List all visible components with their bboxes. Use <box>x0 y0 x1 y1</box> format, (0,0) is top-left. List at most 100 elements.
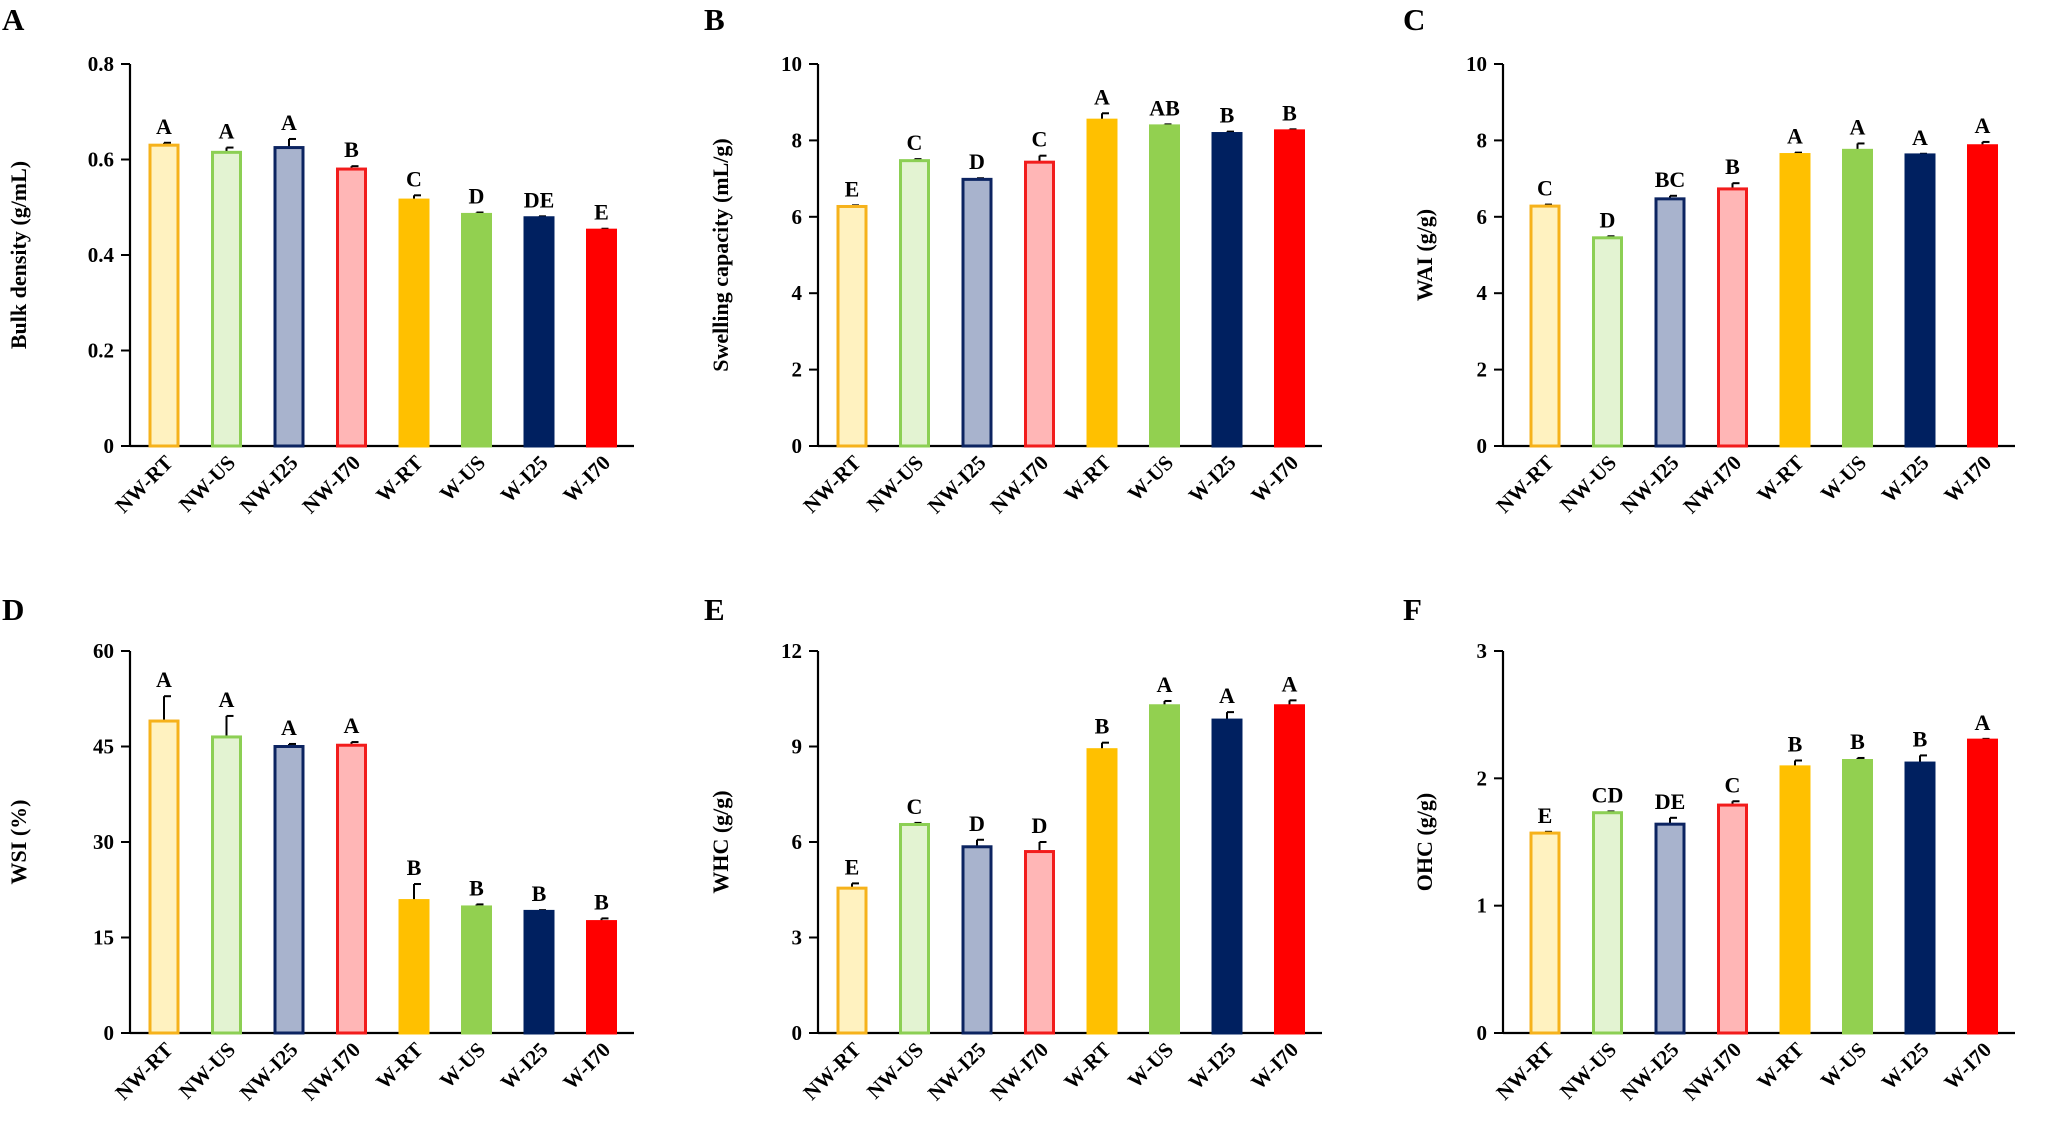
x-category-label: NW-I25 <box>1616 451 1684 519</box>
significance-label: E <box>1538 803 1553 828</box>
x-category-label: NW-I70 <box>297 1038 365 1106</box>
bar-w-i25 <box>1211 718 1243 1035</box>
significance-label: C <box>907 794 923 819</box>
bar-nw-i70 <box>1024 850 1055 1035</box>
bar-nw-rt <box>1529 204 1561 448</box>
bar-w-us <box>1149 124 1180 448</box>
x-category-label: W-I70 <box>1246 1038 1303 1095</box>
y-axis-title: Swelling capacity (mL/g) <box>708 138 733 371</box>
significance-label: DE <box>1655 789 1686 814</box>
bar-nw-us <box>899 159 930 448</box>
panel-letter: E <box>704 592 725 627</box>
x-category-label: W-US <box>435 1038 490 1093</box>
bar-nw-us <box>1592 811 1623 1035</box>
x-category-label: NW-US <box>174 451 240 517</box>
significance-label: C <box>1537 176 1553 201</box>
x-category-label: W-I70 <box>558 1038 615 1095</box>
panel-letter: A <box>2 2 25 37</box>
significance-label: A <box>1787 124 1803 149</box>
bar-nw-rt <box>1529 831 1561 1035</box>
bar-w-i70 <box>586 228 617 448</box>
x-category-label: W-I25 <box>1184 451 1241 508</box>
significance-label: E <box>845 176 860 201</box>
y-tick-label: 6 <box>792 205 803 229</box>
y-tick-label: 2 <box>1477 766 1488 790</box>
bar-nw-i25 <box>961 177 993 448</box>
y-tick-label: 0 <box>1477 1021 1488 1045</box>
y-axis-title: Bulk density (g/mL) <box>6 161 31 349</box>
bar-nw-rt <box>148 719 180 1035</box>
significance-label: C <box>1032 127 1048 152</box>
significance-label: A <box>1219 683 1235 708</box>
significance-label: C <box>1725 772 1741 797</box>
significance-label: A <box>219 687 235 712</box>
bar-nw-us <box>1592 236 1623 448</box>
x-category-label: NW-US <box>862 451 928 517</box>
x-category-label: W-US <box>1816 1038 1871 1093</box>
significance-label: B <box>1788 732 1803 757</box>
bar-nw-i70 <box>336 743 367 1035</box>
x-category-label: NW-US <box>862 1038 928 1104</box>
bar-nw-i70 <box>1717 803 1748 1035</box>
x-category-label: NW-I70 <box>1678 451 1746 519</box>
significance-label: A <box>281 715 297 740</box>
x-category-label: NW-I25 <box>923 451 991 519</box>
significance-label: B <box>1913 726 1928 751</box>
bar-nw-us <box>211 735 242 1035</box>
x-category-label: W-US <box>1123 1038 1178 1093</box>
x-category-label: NW-I70 <box>985 1038 1053 1106</box>
y-tick-label: 0 <box>104 1021 115 1045</box>
significance-label: B <box>1282 100 1297 125</box>
significance-label: D <box>1600 207 1616 232</box>
significance-label: B <box>1220 103 1235 128</box>
x-category-label: NW-I25 <box>1616 1038 1684 1106</box>
significance-label: E <box>845 854 860 879</box>
x-category-label: NW-RT <box>798 1038 865 1105</box>
x-category-label: NW-I70 <box>297 451 365 519</box>
x-category-label: W-RT <box>1059 1038 1115 1094</box>
x-category-label: W-RT <box>1752 1038 1808 1094</box>
x-category-label: NW-RT <box>1491 451 1558 518</box>
x-category-label: W-I70 <box>1939 1038 1996 1095</box>
x-category-label: W-I25 <box>1184 1038 1241 1095</box>
x-category-label: W-I70 <box>1246 451 1303 508</box>
y-tick-label: 4 <box>792 281 803 305</box>
significance-label: C <box>907 130 923 155</box>
y-tick-label: 12 <box>781 639 802 663</box>
bar-w-i25 <box>1904 153 1936 448</box>
x-category-label: W-RT <box>371 1038 427 1094</box>
bar-w-us <box>1149 704 1180 1035</box>
bar-w-rt <box>398 198 430 448</box>
bar-w-i70 <box>1967 738 1998 1035</box>
y-axis-title: WSI (%) <box>6 800 31 885</box>
significance-label: A <box>1912 125 1928 150</box>
y-tick-label: 0 <box>1477 434 1488 458</box>
significance-label: B <box>1850 729 1865 754</box>
significance-label: A <box>1282 671 1298 696</box>
chart-panel-a: A 0 0.2 0.4 0.6 0.8 Bulk density (g/mL) A NW-RT A… <box>2 2 634 518</box>
significance-label: B <box>469 875 484 900</box>
panel-letter: B <box>704 2 725 37</box>
significance-label: A <box>1094 84 1110 109</box>
y-tick-label: 6 <box>1477 205 1488 229</box>
y-tick-label: 60 <box>93 639 114 663</box>
chart-panel-b: B 0 2 4 6 8 10 Swelling capacity (mL/g) E NW-RT C N… <box>704 2 1322 518</box>
x-category-label: NW-RT <box>798 451 865 518</box>
x-category-label: W-I25 <box>496 1038 553 1095</box>
x-category-label: W-RT <box>1059 451 1115 507</box>
bar-nw-i70 <box>1024 160 1055 448</box>
y-tick-label: 0.8 <box>88 52 114 76</box>
y-tick-label: 2 <box>792 358 803 382</box>
significance-label: A <box>156 114 172 139</box>
x-category-label: W-I70 <box>1939 451 1996 508</box>
x-category-label: W-I25 <box>1877 451 1934 508</box>
x-category-label: W-US <box>1816 451 1871 506</box>
significance-label: A <box>344 713 360 738</box>
y-tick-label: 0.2 <box>88 339 114 363</box>
bar-w-i70 <box>1274 129 1305 448</box>
significance-label: B <box>1725 154 1740 179</box>
bar-w-us <box>461 212 492 448</box>
bar-nw-i25 <box>1654 197 1686 448</box>
y-axis-title: OHC (g/g) <box>1412 793 1437 891</box>
y-tick-label: 0.6 <box>88 148 114 172</box>
